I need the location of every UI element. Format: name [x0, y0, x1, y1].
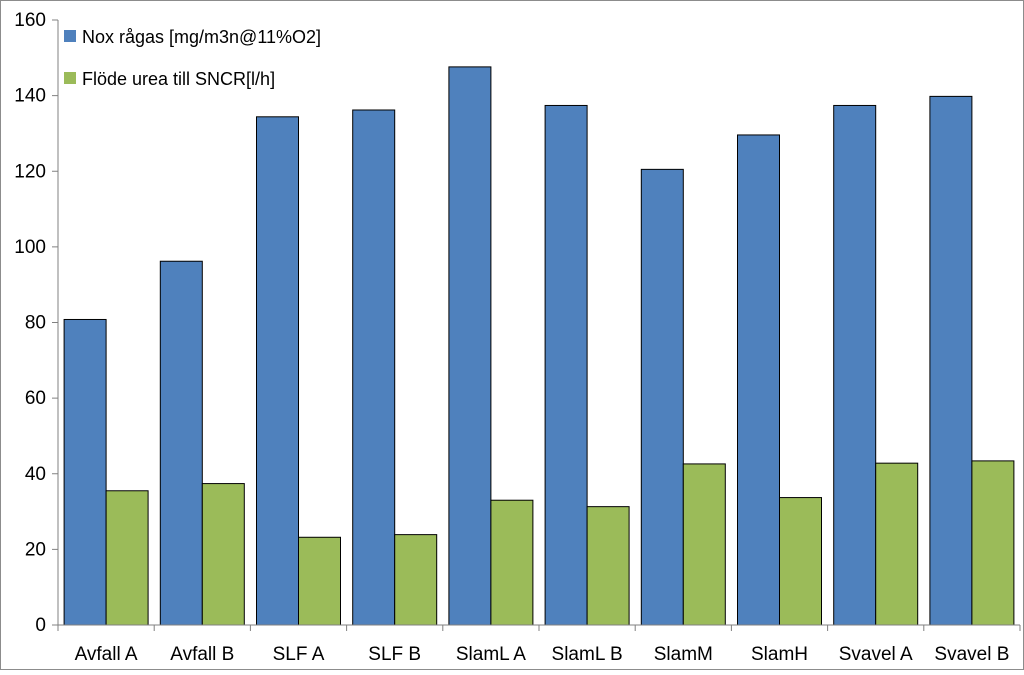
y-tick-label-4: 80 [25, 313, 46, 334]
x-category-label-9: Svavel B [934, 644, 1009, 665]
x-category-label-7: SlamH [751, 644, 808, 665]
bar-urea-6 [682, 463, 726, 626]
bar-nox-1 [159, 260, 203, 626]
y-tick-label-2: 40 [25, 464, 46, 485]
y-tick-label-5: 100 [14, 237, 46, 258]
bar-urea-3 [394, 534, 438, 626]
bar-urea-0 [105, 490, 149, 626]
legend-label-1: Flöde urea till SNCR[l/h] [82, 69, 275, 89]
bar-nox-6 [640, 168, 684, 626]
x-category-label-6: SlamM [654, 644, 713, 665]
bar-nox-9 [929, 95, 973, 626]
axes-layer: 0 20 40 60 80 100 120 140 160 Avfall A Avfall B SLF… [14, 10, 1021, 665]
legend-swatch-1 [64, 72, 76, 84]
bar-nox-3 [352, 109, 396, 626]
y-tick-label-8: 160 [14, 10, 46, 31]
bar-nox-7 [737, 134, 780, 626]
bar-nox-2 [256, 116, 299, 626]
y-tick-label-3: 60 [25, 388, 46, 409]
bar-urea-1 [201, 483, 245, 626]
legend-swatch-0 [64, 30, 76, 42]
bar-nox-0 [63, 318, 107, 626]
bar-nox-8 [833, 104, 877, 626]
x-category-label-4: SlamL A [456, 644, 526, 665]
x-category-label-8: Svavel A [839, 644, 913, 665]
x-category-label-1: Avfall B [170, 644, 234, 665]
bar-urea-7 [779, 497, 822, 626]
bar-nox-4 [448, 66, 492, 626]
bar-urea-2 [298, 536, 341, 626]
bar-urea-9 [971, 460, 1015, 626]
legend-label-0: Nox rågas [mg/m3n@11%O2] [82, 27, 321, 47]
y-tick-label-1: 20 [25, 539, 46, 560]
x-category-label-0: Avfall A [75, 644, 138, 665]
bar-urea-5 [586, 506, 630, 626]
x-category-label-5: SlamL B [552, 644, 623, 665]
x-category-label-2: SLF A [273, 644, 325, 665]
bar-nox-5 [544, 104, 588, 626]
x-category-label-3: SLF B [368, 644, 421, 665]
bar-urea-4 [490, 499, 534, 626]
legend: Nox rågas [mg/m3n@11%O2] Flöde urea till … [64, 27, 321, 89]
y-tick-label-7: 140 [14, 86, 46, 107]
bar-urea-8 [875, 462, 919, 626]
bars-layer [63, 66, 1015, 626]
y-tick-label-6: 120 [14, 161, 46, 182]
y-tick-label-0: 0 [35, 615, 46, 636]
